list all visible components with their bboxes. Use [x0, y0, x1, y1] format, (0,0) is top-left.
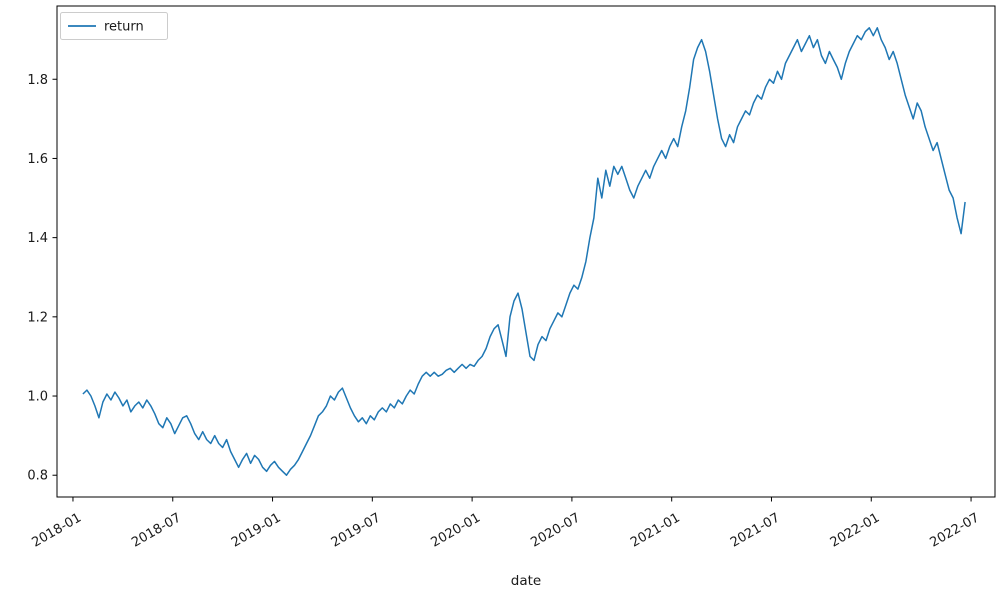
x-tick-label: 2019-07 — [329, 510, 384, 550]
x-tick-label: 2020-07 — [528, 510, 583, 550]
legend-label: return — [104, 20, 144, 35]
x-tick-label: 2020-01 — [429, 510, 484, 550]
y-tick-label: 1.2 — [27, 310, 48, 325]
y-tick-label: 1.6 — [27, 152, 48, 167]
x-tick-label: 2021-07 — [728, 510, 783, 550]
x-tick-label: 2018-07 — [129, 510, 184, 550]
y-tick-label: 1.8 — [27, 73, 48, 88]
plot-border — [56, 5, 996, 498]
legend: return — [60, 12, 168, 40]
x-tick-label: 2022-01 — [828, 510, 883, 550]
y-tick-label: 1.4 — [27, 231, 48, 246]
x-tick-label: 2021-01 — [628, 510, 683, 550]
legend-frame — [60, 12, 168, 40]
x-axis-label: date — [511, 573, 541, 589]
x-tick-label: 2018-01 — [29, 510, 84, 550]
y-tick-label: 0.8 — [27, 469, 48, 484]
x-tick-label: 2022-07 — [928, 510, 983, 550]
x-tick-label: 2019-01 — [229, 510, 284, 550]
series-return-line — [82, 27, 966, 476]
y-tick-label: 1.0 — [27, 390, 48, 405]
